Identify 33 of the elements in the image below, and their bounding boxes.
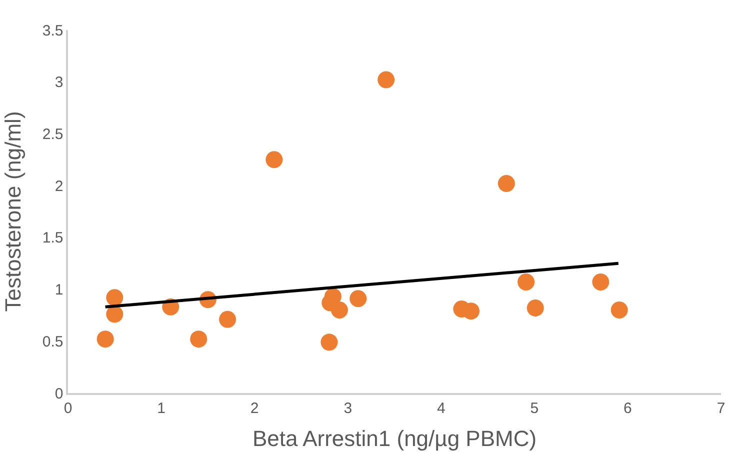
y-tick-label: 3.5 <box>42 22 64 40</box>
point <box>526 299 544 316</box>
point <box>518 274 535 291</box>
point <box>462 302 480 320</box>
y-tick-label: 1 <box>54 282 64 299</box>
point <box>610 302 628 319</box>
y-tick-label: 0 <box>54 385 64 402</box>
x-tick-label: 5 <box>530 400 539 417</box>
y-tick-label: 1.5 <box>42 230 64 247</box>
x-tick-label: 7 <box>716 400 726 417</box>
y-axis-title: Testosterone (ng/ml) <box>0 111 26 312</box>
x-tick-label: 2 <box>250 400 259 417</box>
point <box>106 289 124 306</box>
point <box>498 175 515 192</box>
point <box>190 330 208 348</box>
point <box>106 306 124 323</box>
point <box>592 274 610 291</box>
point <box>266 151 283 168</box>
x-tick-label: 1 <box>157 400 166 417</box>
x-axis-title: Beta Arrestin1 (ng/µg PBMC) <box>252 426 537 452</box>
x-tick-label: 3 <box>344 400 352 417</box>
point <box>378 71 395 88</box>
point <box>350 290 367 308</box>
point <box>320 334 338 351</box>
point <box>96 330 114 348</box>
point <box>330 302 348 319</box>
y-tick-label: 0.5 <box>42 333 64 350</box>
x-tick-label: 4 <box>436 400 446 417</box>
y-tick-label: 2 <box>54 178 64 195</box>
x-tick-label: 6 <box>624 400 632 417</box>
point <box>219 310 236 328</box>
y-tick-label: 3 <box>54 74 64 92</box>
y-tick-label: 2.5 <box>42 126 64 143</box>
